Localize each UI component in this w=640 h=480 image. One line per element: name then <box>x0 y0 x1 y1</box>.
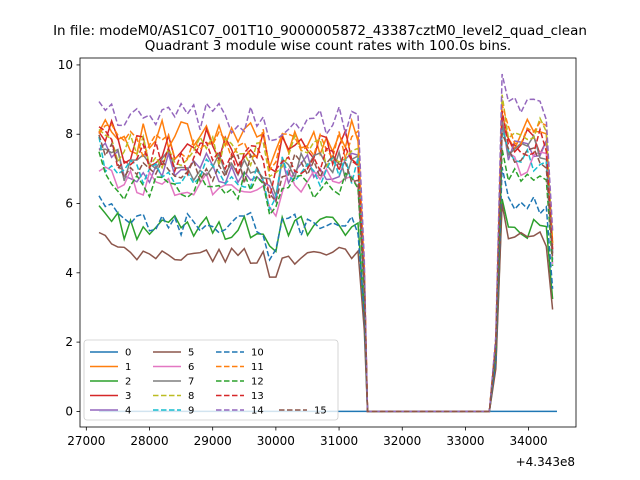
series-line-5 <box>98 203 554 413</box>
figure-suptitle: In file: modeM0/AS1C07_001T10_9000005872… <box>53 23 587 39</box>
legend-label-3: 3 <box>125 391 131 402</box>
series-line-10 <box>98 167 554 413</box>
legend-label-9: 9 <box>188 406 194 417</box>
chart-title: Quadrant 3 module wise count rates with … <box>145 38 511 54</box>
legend-label-8: 8 <box>188 391 194 402</box>
legend-label-2: 2 <box>125 377 131 388</box>
legend-box <box>83 339 339 421</box>
x-tick-label: 29000 <box>194 434 232 448</box>
y-tick-label: 6 <box>65 197 73 211</box>
legend-label-10: 10 <box>251 348 264 359</box>
axis-ticks: 27000 28000 29000 30000 31000 32000 33000 34000… <box>58 58 548 448</box>
legend-label-0: 0 <box>125 348 131 359</box>
series-line-14 <box>98 73 554 413</box>
legend-label-12: 12 <box>251 377 264 388</box>
x-tick-label: 34000 <box>510 434 548 448</box>
x-tick-label: 31000 <box>320 434 358 448</box>
y-tick-label: 10 <box>58 58 73 72</box>
x-offset-label: +4.343e8 <box>516 455 575 469</box>
legend-label-6: 6 <box>188 362 194 373</box>
plot-area <box>98 73 557 413</box>
series-line-9 <box>98 127 554 413</box>
x-tick-label: 33000 <box>446 434 484 448</box>
legend-label-5: 5 <box>188 348 194 359</box>
x-tick-label: 30000 <box>257 434 295 448</box>
legend-label-14: 14 <box>251 406 264 417</box>
legend-label-4: 4 <box>125 406 131 417</box>
axes-frame <box>79 57 577 428</box>
legend-label-13: 13 <box>251 391 264 402</box>
x-tick-label: 28000 <box>130 434 168 448</box>
y-tick-label: 8 <box>65 127 73 141</box>
legend-label-7: 7 <box>188 377 194 388</box>
y-tick-label: 4 <box>65 266 73 280</box>
legend-label-15: 15 <box>314 406 327 417</box>
y-tick-label: 2 <box>65 335 73 349</box>
legend-label-1: 1 <box>125 362 131 373</box>
series-line-15 <box>98 133 554 413</box>
y-tick-label: 0 <box>65 404 73 418</box>
x-tick-label: 27000 <box>67 434 105 448</box>
legend-label-11: 11 <box>251 362 264 373</box>
x-tick-label: 32000 <box>383 434 421 448</box>
